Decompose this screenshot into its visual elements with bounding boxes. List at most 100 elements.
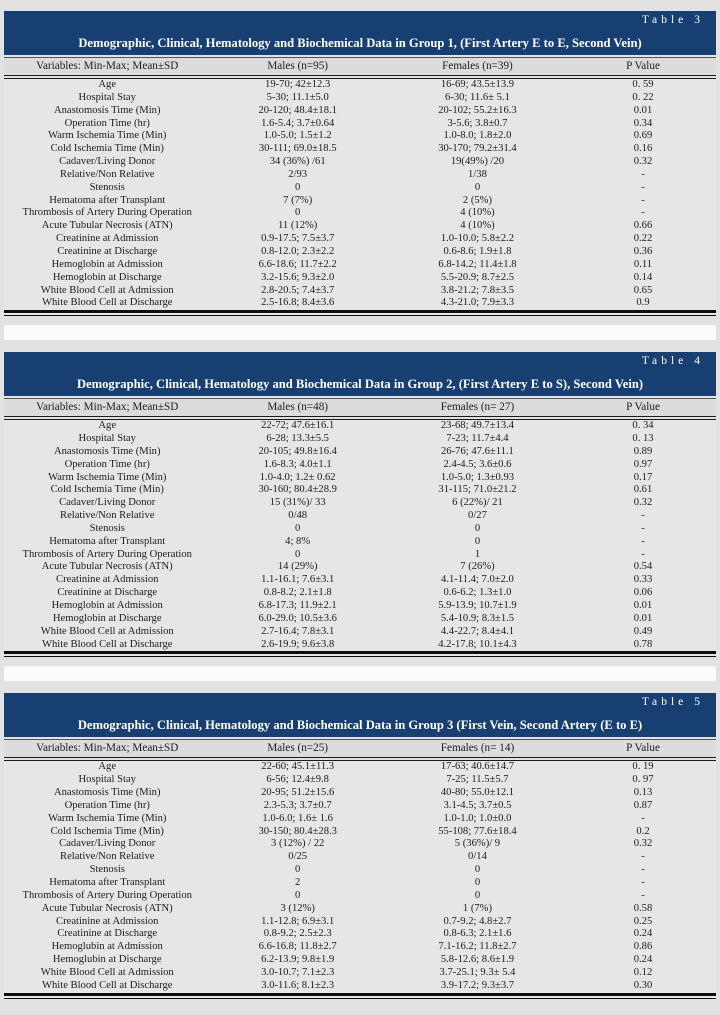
table-cell: 2.5-16.8; 8.4±3.6 bbox=[210, 297, 385, 311]
table-gap bbox=[4, 316, 716, 352]
table-cell: 0.69 bbox=[570, 130, 716, 144]
table-cell: 4 (10%) bbox=[384, 220, 571, 234]
table-row: Anastomosis Time (Min) 20-105; 49.8±16.4 2… bbox=[4, 445, 716, 459]
table-cell: 15 (31%)/ 33 bbox=[210, 497, 385, 511]
table-cell: 5.9-13.9; 10.7±1.9 bbox=[384, 600, 571, 613]
table-row: White Blood Cell at Admission 2.7-16.4; 7… bbox=[4, 625, 716, 639]
table-cell: 0.86 bbox=[570, 941, 716, 955]
table-cell: 6.6-16.8; 11.8±2.7 bbox=[210, 941, 385, 955]
table-cell: Hospital Stay bbox=[4, 774, 211, 788]
table-cell: 3 (12%) / 22 bbox=[210, 838, 385, 852]
table-cell: 2/93 bbox=[210, 168, 385, 182]
table-row: Cadaver/Living Donor 34 (36%) /61 19(49%) … bbox=[4, 156, 716, 169]
table-grid: Variables: Min-Max; Mean±SD Males (n=48) F… bbox=[4, 398, 716, 652]
table-row: Hemoglubin at Admission 6.6-16.8; 11.8±2.… bbox=[4, 941, 716, 955]
table-cell: 3 (12%) bbox=[210, 902, 385, 916]
table-bottom-rule bbox=[4, 651, 716, 658]
table-cell: - bbox=[570, 812, 716, 826]
table-cell: 0. 97 bbox=[570, 774, 716, 788]
table-cell: 0.87 bbox=[570, 799, 716, 813]
table-cell: 19-70; 42±12.3 bbox=[210, 77, 385, 92]
table-cell: Age bbox=[4, 77, 211, 92]
table-cell: 40-80; 55.0±12.1 bbox=[384, 787, 571, 800]
table-cell: 0 bbox=[210, 889, 385, 903]
table-cell: Acute Tubular Necrosis (ATN) bbox=[4, 561, 211, 575]
table-row: Acute Tubular Necrosis (ATN) 14 (29%) 7 (2… bbox=[4, 561, 716, 575]
table-cell: Hospital Stay bbox=[4, 91, 211, 105]
data-table-block: Table 5 Demographic, Clinical, Hematolog… bbox=[4, 693, 716, 999]
table-cell: 0. 19 bbox=[570, 759, 716, 775]
data-table-block: Table 4 Demographic, Clinical, Hematolog… bbox=[4, 352, 716, 658]
table-row: Hemoglobin at Discharge 3.2-15.6; 9.3±2.0… bbox=[4, 271, 716, 285]
table-cell: 3.9-17.2; 9.3±3.7 bbox=[384, 979, 571, 993]
table-number-label: Table 3 bbox=[641, 14, 704, 26]
table-cell: 3.7-25.1; 9.3± 5.4 bbox=[384, 966, 571, 980]
table-row: Operation Time (hr) 1.6-5.4; 3.7±0.64 3-5.… bbox=[4, 117, 716, 131]
table-cell: 20-102; 55.2±16.3 bbox=[384, 104, 571, 118]
table-cell: - bbox=[570, 864, 716, 877]
table-title: Demographic, Clinical, Hematology and Bi… bbox=[77, 718, 643, 733]
table-cell: 6 (22%)/ 21 bbox=[384, 497, 571, 511]
table-cell: 6.2-13.9; 9.8±1.9 bbox=[210, 954, 385, 967]
table-cell: 0.54 bbox=[570, 561, 716, 575]
table-cell: 0.2 bbox=[570, 825, 716, 839]
table-cell: 6-28; 13.3±5.5 bbox=[210, 433, 385, 446]
table-header-row: Variables: Min-Max; Mean±SD Males (n=95) F… bbox=[4, 57, 716, 79]
table-cell: 30-170; 79.2±31.4 bbox=[384, 143, 571, 157]
table-body: Age 22-60; 45.1±11.3 17-63; 40.6±14.7 0. 19… bbox=[4, 759, 716, 993]
data-table-block: Table 3 Demographic, Clinical, Hematolog… bbox=[4, 11, 716, 317]
table-cell: 0.8-9.2; 2.5±2.3 bbox=[210, 928, 385, 942]
table-row: Hospital Stay 6-56; 12.4±9.8 7-25; 11.5±5.… bbox=[4, 774, 716, 788]
column-header: Variables: Min-Max; Mean±SD bbox=[4, 739, 211, 762]
column-header: Males (n=95) bbox=[210, 57, 385, 79]
table-cell: 0.97 bbox=[570, 458, 716, 472]
table-cell: 0.65 bbox=[570, 284, 716, 298]
table-cell: 7 (26%) bbox=[384, 561, 571, 575]
table-gap bbox=[4, 657, 716, 693]
table-cell: 0.66 bbox=[570, 220, 716, 234]
table-cell: 7-25; 11.5±5.7 bbox=[384, 774, 571, 788]
table-cell: 5.5-20.9; 8.7±2.5 bbox=[384, 271, 571, 285]
table-row: Cold Ischemia Time (Min) 30-160; 80.4±28.… bbox=[4, 484, 716, 498]
table-cell: White Blood Cell at Discharge bbox=[4, 297, 211, 311]
paper-tables-page: Table 3 Demographic, Clinical, Hematolog… bbox=[4, 11, 716, 999]
table-cell: 3-5.6; 3.8±0.7 bbox=[384, 117, 571, 131]
table-cell: - bbox=[570, 522, 716, 536]
table-cell: Operation Time (hr) bbox=[4, 458, 211, 472]
table-cell: 0.9-17.5; 7.5±3.7 bbox=[210, 233, 385, 246]
table-row: Cold Ischemia Time (Min) 30-111; 69.0±18.… bbox=[4, 143, 716, 157]
table-cell: 0 bbox=[384, 535, 571, 549]
table-cell: 0 bbox=[384, 181, 571, 195]
table-cell: 0.24 bbox=[570, 928, 716, 942]
table-row: Creatinine at Discharge 0.8-12.0; 2.3±2.2… bbox=[4, 245, 716, 259]
table-cell: 0 bbox=[210, 548, 385, 562]
table-cell: 0.13 bbox=[570, 787, 716, 800]
table-cell: 0.32 bbox=[570, 838, 716, 852]
table-cell: - bbox=[570, 181, 716, 195]
table-cell: White Blood Cell at Admission bbox=[4, 625, 211, 639]
table-cell: 0.32 bbox=[570, 497, 716, 511]
table-cell: 6-30; 11.6± 5.1 bbox=[384, 91, 571, 105]
table-cell: Cadaver/Living Donor bbox=[4, 497, 211, 511]
table-row: Warm Ischemia Time (Min) 1.0-4.0; 1.2± 0.… bbox=[4, 471, 716, 485]
table-cell: 1.0-1.0; 1.0±0.0 bbox=[384, 812, 571, 826]
table-cell: 0.49 bbox=[570, 625, 716, 639]
table-cell: 0.25 bbox=[570, 915, 716, 929]
table-number-label: Table 5 bbox=[641, 696, 704, 709]
table-cell: 6-56; 12.4±9.8 bbox=[210, 774, 385, 788]
table-cell: 0 bbox=[384, 864, 571, 877]
table-cell: Cadaver/Living Donor bbox=[4, 838, 211, 852]
table-cell: 1.0-5.0; 1.5±1.2 bbox=[210, 130, 385, 144]
table-cell: 2.8-20.5; 7.4±3.7 bbox=[210, 284, 385, 298]
table-cell: Thrombosis of Artery During Operation bbox=[4, 889, 211, 903]
table-row: White Blood Cell at Discharge 2.5-16.8; 8… bbox=[4, 297, 716, 311]
table-cell: 0.01 bbox=[570, 600, 716, 613]
table-cell: Hemoglubin at Discharge bbox=[4, 954, 211, 967]
table-cell: 1.0-4.0; 1.2± 0.62 bbox=[210, 471, 385, 485]
table-cell: Creatinine at Discharge bbox=[4, 245, 211, 259]
table-cell: Anastomosis Time (Min) bbox=[4, 445, 211, 459]
table-cell: Creatinine at Admission bbox=[4, 915, 211, 929]
table-cell: 4; 8% bbox=[210, 535, 385, 549]
table-cell: 0. 13 bbox=[570, 433, 716, 446]
table-cell: Hospital Stay bbox=[4, 433, 211, 446]
